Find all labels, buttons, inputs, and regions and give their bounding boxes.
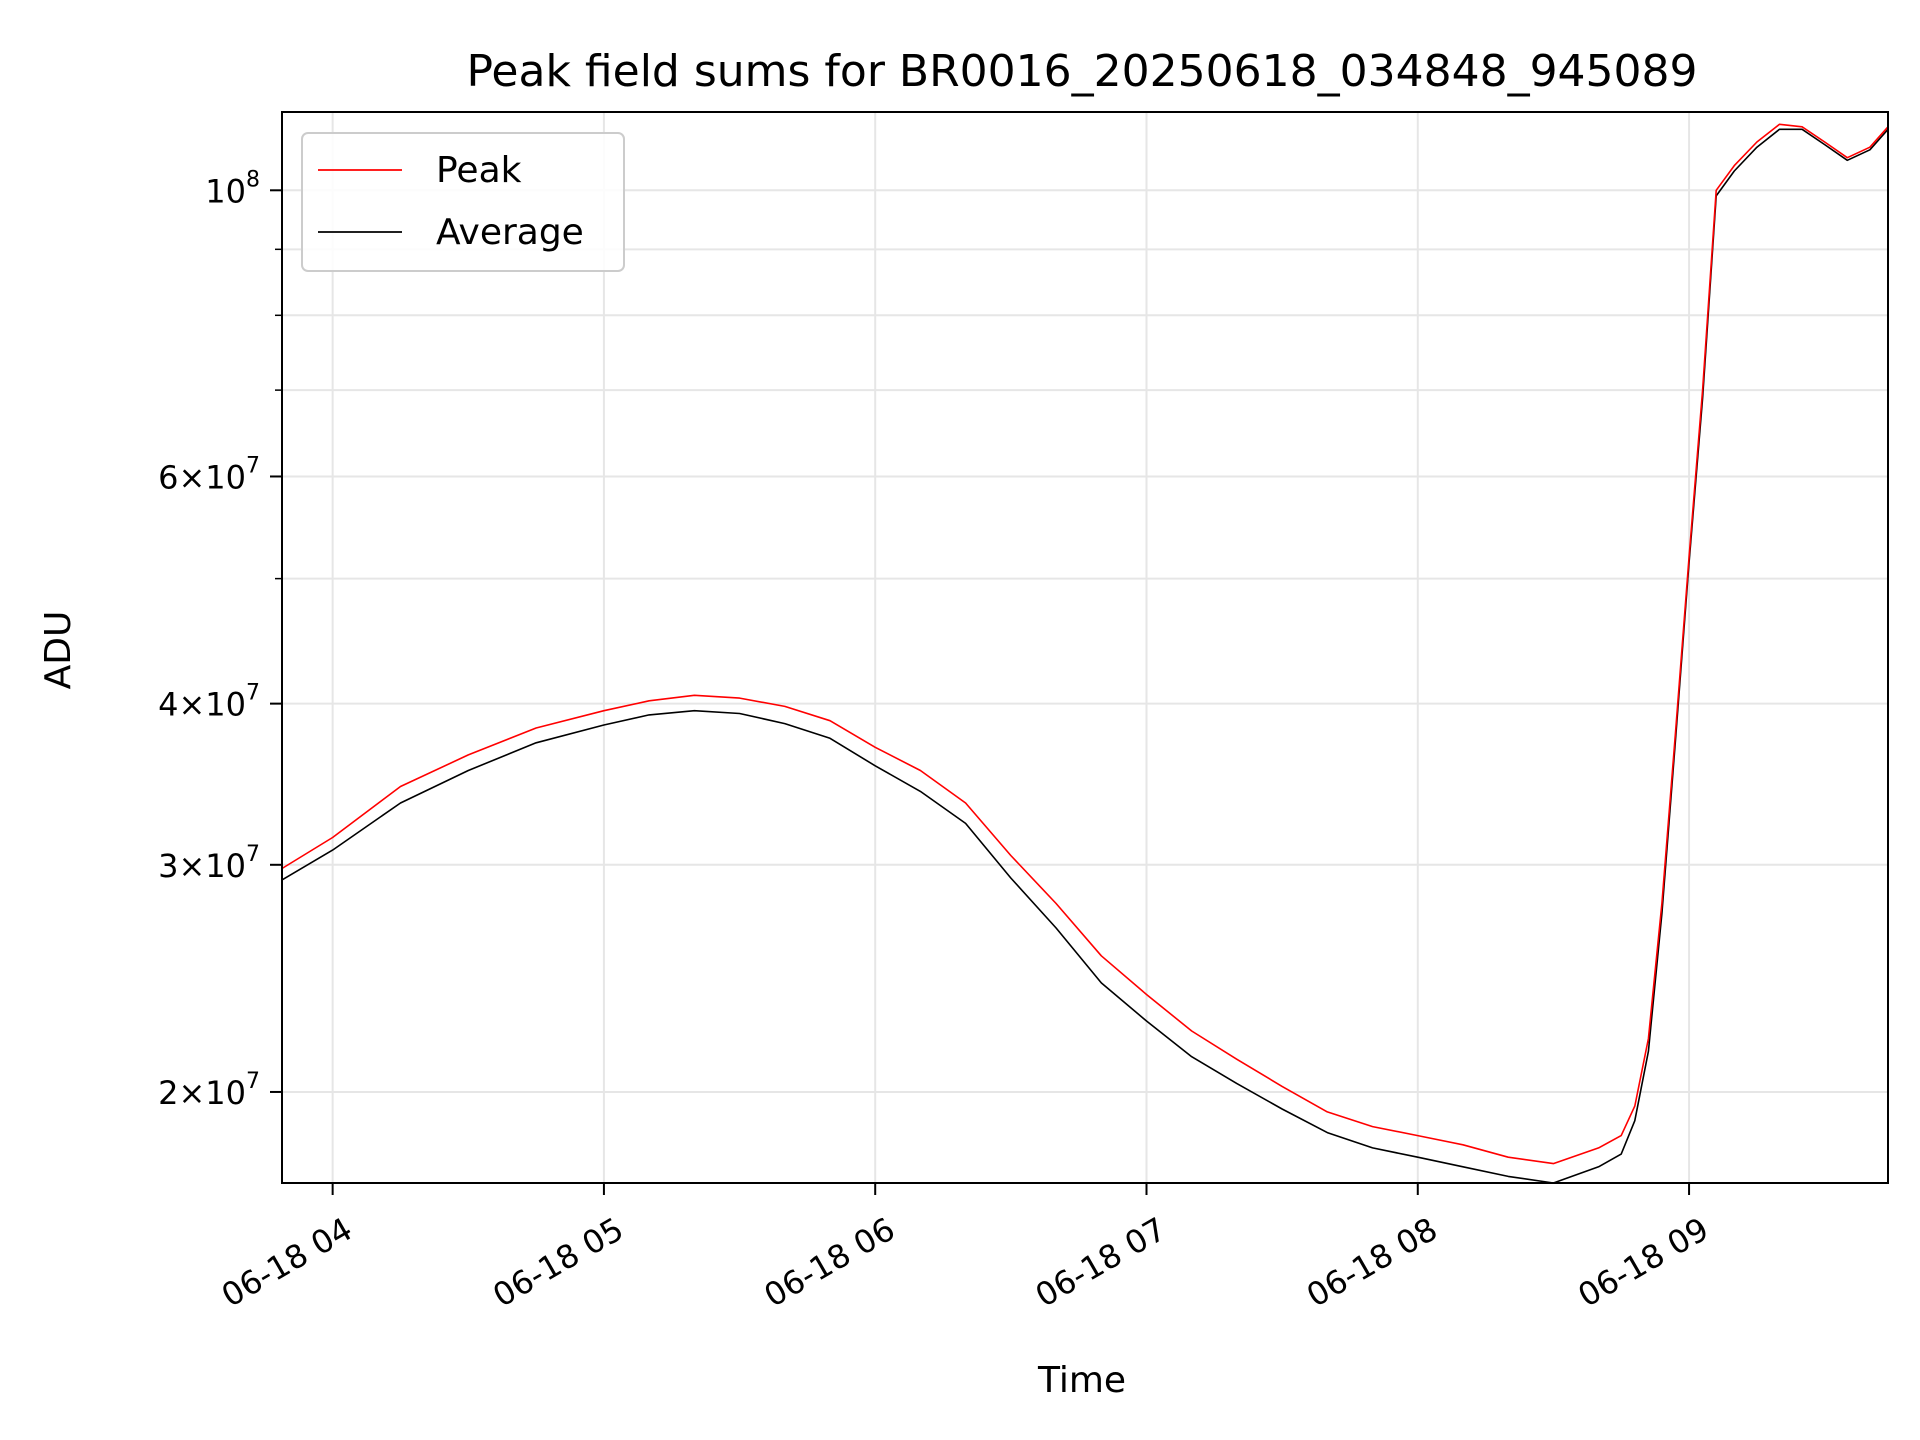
y-tick-label: 4×107: [158, 681, 260, 724]
legend-label-peak: Peak: [436, 150, 522, 191]
x-tick-label: 06-18 07: [1029, 1210, 1173, 1315]
y-tick-label: 6×107: [158, 453, 260, 496]
series-line-average: [281, 128, 1889, 1184]
chart-title: Peak field sums for BR0016_20250618_0348…: [466, 46, 1697, 97]
plot-frame: [281, 111, 1889, 1184]
y-axis: 2×107 3×107 4×107 6×107 108: [158, 167, 282, 1112]
x-axis: 06-18 04 06-18 05 06-18 06 06-18 07 06-18 08…: [215, 1183, 1715, 1315]
x-tick-label: 06-18 04: [215, 1210, 359, 1315]
grid: [282, 112, 1888, 1183]
x-tick-label: 06-18 08: [1300, 1210, 1444, 1315]
x-tick-label: 06-18 06: [758, 1210, 902, 1315]
legend: Peak Average: [301, 132, 625, 272]
series-line-peak: [281, 123, 1889, 1165]
y-axis-label: ADU: [38, 611, 79, 690]
legend-label-average: Average: [436, 212, 584, 253]
x-tick-label: 06-18 09: [1571, 1210, 1715, 1315]
x-tick-label: 06-18 05: [486, 1210, 630, 1315]
plot-area: [281, 123, 1889, 1184]
legend-box: [301, 132, 625, 272]
x-axis-label: Time: [1037, 1360, 1126, 1401]
y-tick-label: 2×107: [158, 1069, 260, 1112]
y-tick-label: 3×107: [158, 842, 260, 885]
y-tick-label: 108: [205, 167, 260, 210]
